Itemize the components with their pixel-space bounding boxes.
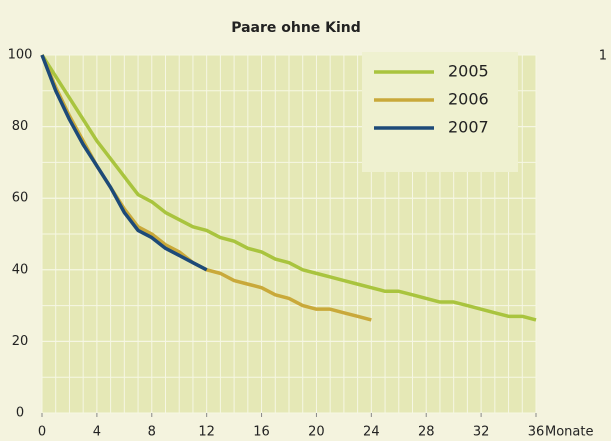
x-axis-label: Monate — [545, 425, 593, 440]
line-series — [40, 54, 537, 322]
y-tick-label: 20 — [12, 334, 29, 349]
y-tick-label: 0 — [16, 406, 24, 421]
x-tick-label: 32 — [473, 425, 490, 440]
x-tick-label: 8 — [148, 425, 156, 440]
edge-text: 1 — [599, 49, 607, 64]
legend-label: 2005 — [448, 62, 489, 81]
legend-box — [362, 52, 518, 172]
x-tick-label: 24 — [363, 425, 380, 440]
legend-label: 2007 — [448, 118, 489, 137]
x-tick-label: 20 — [308, 425, 325, 440]
x-tick-label: 16 — [253, 425, 270, 440]
x-tick-label: 36 — [528, 425, 545, 440]
y-tick-label: 80 — [12, 119, 29, 134]
x-tick-label: 12 — [198, 425, 215, 440]
line-series — [40, 54, 208, 272]
legend-label: 2006 — [448, 90, 489, 109]
x-tick-label: 4 — [93, 425, 101, 440]
x-tick-label: 28 — [418, 425, 435, 440]
y-tick-label: 40 — [12, 262, 29, 277]
y-tick-label: 100 — [8, 48, 33, 63]
y-tick-label: 60 — [12, 191, 29, 206]
x-tick-label: 0 — [38, 425, 46, 440]
chart-title: Paare ohne Kind — [231, 20, 361, 36]
